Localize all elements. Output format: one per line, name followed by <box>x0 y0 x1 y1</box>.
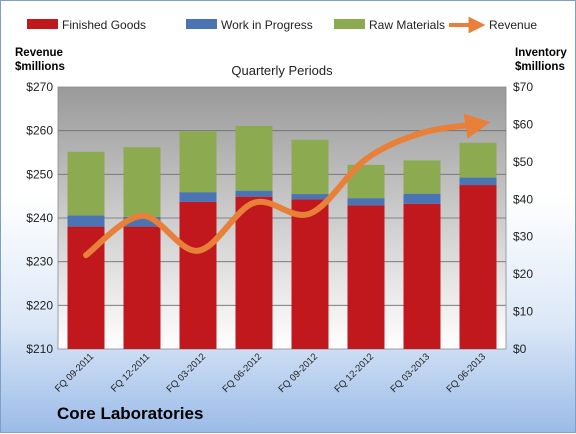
bar-segment <box>347 198 385 206</box>
bar-segment <box>291 139 329 195</box>
legend-label: Raw Materials <box>369 18 445 32</box>
legend-label: Work in Progress <box>221 18 313 32</box>
category-label: FQ 06-2013 <box>444 351 488 395</box>
right-tick-label: $20 <box>513 267 533 281</box>
bar-segment <box>179 131 217 193</box>
legend-label: Finished Goods <box>62 18 146 32</box>
category-label: FQ 06-2012 <box>220 351 264 395</box>
right-axis-title: $millions <box>515 61 565 73</box>
left-axis-title: Revenue <box>15 47 63 59</box>
bar-segment <box>179 201 217 349</box>
right-tick-label: $70 <box>513 80 533 94</box>
right-tick-label: $30 <box>513 230 533 244</box>
bar-segment <box>347 205 385 349</box>
bar-segment <box>235 196 273 349</box>
legend-swatch-0 <box>27 19 58 29</box>
bar-segment <box>403 193 441 204</box>
left-tick-label: $270 <box>26 80 53 94</box>
bar-segment <box>459 177 497 186</box>
left-tick-label: $250 <box>26 167 53 181</box>
bar-segment <box>123 216 161 227</box>
legend-label: Revenue <box>489 18 537 32</box>
left-tick-label: $240 <box>26 211 53 225</box>
category-label: FQ 03-2013 <box>388 351 432 395</box>
right-tick-label: $40 <box>513 192 533 206</box>
bar-segment <box>235 125 273 191</box>
right-axis-title: Inventory <box>515 47 567 59</box>
bar-segment <box>459 142 497 178</box>
bar-segment <box>179 192 217 202</box>
legend-swatch-1 <box>186 19 217 29</box>
category-label: FQ 12-2011 <box>109 351 152 394</box>
right-tick-label: $0 <box>513 342 527 356</box>
bar-segment <box>123 226 161 349</box>
category-label: FQ 09-2011 <box>53 351 96 394</box>
left-tick-label: $220 <box>26 298 53 312</box>
chart-title: Quarterly Periods <box>231 63 333 78</box>
legend-swatch-2 <box>334 19 365 29</box>
category-label: FQ 03-2012 <box>164 351 208 395</box>
right-tick-label: $10 <box>513 305 533 319</box>
right-tick-label: $50 <box>513 155 533 169</box>
left-tick-label: $260 <box>26 124 53 138</box>
revenue-line <box>83 113 491 259</box>
left-axis-title: $millions <box>15 61 65 73</box>
left-tick-label: $210 <box>26 342 53 356</box>
category-label: FQ 12-2012 <box>332 351 376 395</box>
bar-segment <box>67 215 105 227</box>
bar-segment <box>67 151 105 216</box>
bar-segment <box>123 147 161 217</box>
left-tick-label: $230 <box>26 255 53 269</box>
bar-segment <box>459 185 497 349</box>
bar-segment <box>291 194 329 200</box>
company-name: Core Laboratories <box>57 404 204 423</box>
bar-segment <box>403 203 441 349</box>
bar-segment <box>291 199 329 349</box>
right-tick-label: $60 <box>513 117 533 131</box>
bar-segment <box>403 160 441 194</box>
bar-segment <box>235 190 273 197</box>
category-label: FQ 09-2012 <box>276 351 320 395</box>
